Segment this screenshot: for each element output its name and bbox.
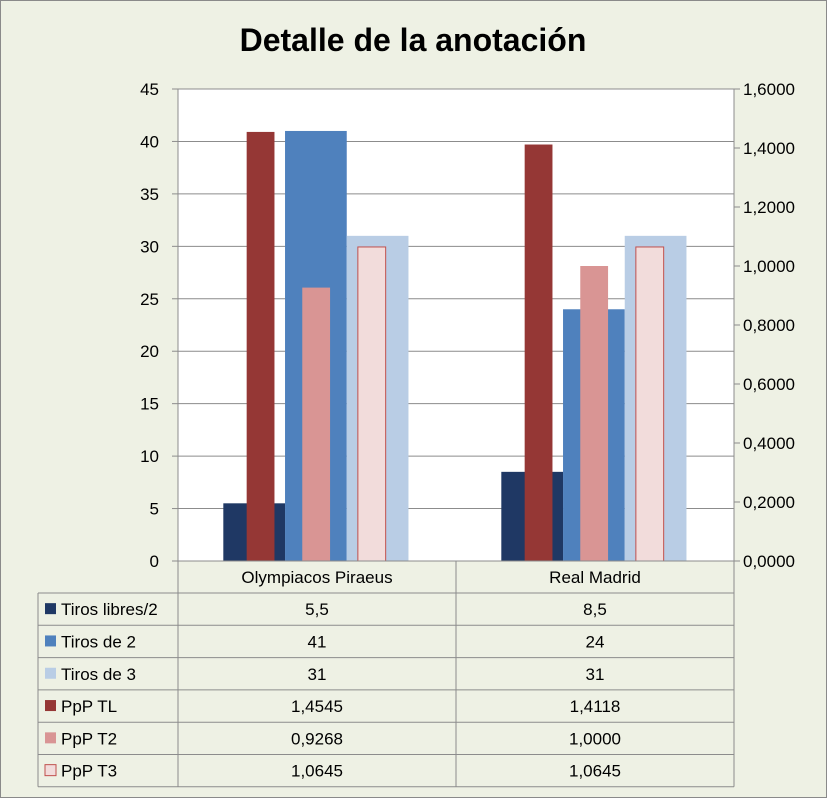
left-tick-label: 25	[140, 290, 159, 309]
right-tick-label: 1,0000	[743, 257, 795, 276]
left-axis: 0 5 10 15 20 25 30 35 40 45	[140, 80, 179, 571]
legend-label: PpP T3	[61, 762, 117, 781]
data-label: 8,5	[583, 600, 607, 619]
data-label: 1,0000	[569, 729, 621, 748]
left-tick-label: 15	[140, 395, 159, 414]
bar-PpP T3	[357, 246, 387, 562]
right-tick-label: 0,0000	[743, 552, 795, 571]
data-label: 5,5	[305, 600, 329, 619]
data-label: 0,9268	[291, 729, 343, 748]
category-label: Real Madrid	[549, 568, 641, 587]
right-axis: 0,0000 0,2000 0,4000 0,6000 0,8000 1,0000 1,20…	[733, 80, 795, 571]
right-tick-label: 0,2000	[743, 493, 795, 512]
legend-swatch-Tiros de 2	[45, 635, 56, 647]
data-label: 1,4118	[570, 697, 621, 716]
left-tick-label: 40	[140, 132, 159, 151]
right-tick-label: 0,6000	[743, 375, 795, 394]
category-label: Olympiacos Piraeus	[241, 568, 392, 587]
bar-PpP TL	[524, 144, 553, 562]
legend-swatch-PpP T2	[45, 732, 56, 744]
legend-swatch-PpP TL	[45, 700, 56, 712]
legend-swatch-Tiros libres/2	[45, 603, 56, 615]
left-tick-label: 20	[140, 342, 159, 361]
data-label: 31	[308, 665, 327, 684]
bars	[223, 130, 687, 562]
bar-PpP T3	[635, 246, 665, 562]
right-tick-label: 1,6000	[743, 80, 795, 99]
left-tick-label: 35	[140, 185, 159, 204]
legend-swatch-PpP T3	[44, 764, 57, 777]
chart-title: Detalle de la anotación	[240, 22, 587, 58]
right-tick-label: 1,4000	[743, 139, 795, 158]
right-tick-label: 0,8000	[743, 316, 795, 335]
data-table: Olympiacos Piraeus Real Madrid Tiros libre…	[37, 560, 735, 788]
left-tick-label: 10	[140, 447, 159, 466]
data-label: 1,0645	[569, 762, 621, 781]
bar-PpP TL	[246, 131, 275, 562]
left-tick-label: 5	[150, 500, 159, 519]
right-tick-label: 0,4000	[743, 434, 795, 453]
legend-label: PpP T2	[61, 729, 117, 748]
data-label: 31	[586, 665, 605, 684]
bar-PpP T2	[580, 266, 609, 561]
legend-label: Tiros de 3	[61, 665, 136, 684]
data-label: 1,0645	[291, 762, 343, 781]
legend-label: Tiros libres/2	[61, 600, 158, 619]
bar-PpP T2	[302, 287, 331, 561]
left-tick-label: 45	[140, 80, 159, 99]
data-label: 41	[308, 632, 327, 651]
right-tick-label: 1,2000	[743, 198, 795, 217]
data-label: 1,4545	[291, 697, 343, 716]
left-tick-label: 30	[140, 237, 159, 256]
left-tick-label: 0	[150, 552, 159, 571]
legend-label: PpP TL	[61, 697, 117, 716]
data-label: 24	[586, 632, 605, 651]
legend-label: Tiros de 2	[61, 632, 136, 651]
legend-swatch-Tiros de 3	[45, 667, 56, 679]
